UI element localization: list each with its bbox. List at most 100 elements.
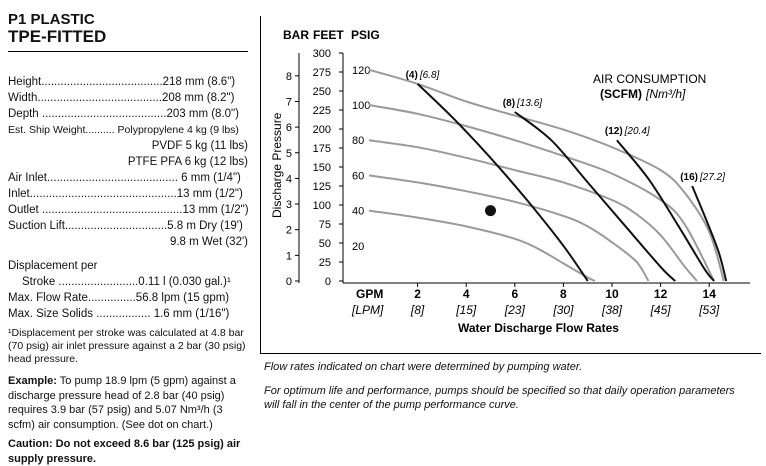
lpm-tick-label: [30] bbox=[552, 303, 574, 317]
gpm-tick-label: 14 bbox=[703, 287, 717, 301]
feet-tick-label: 0 bbox=[325, 276, 331, 288]
spec-width: Width...................................… bbox=[8, 92, 235, 104]
spec-footnote: ¹Displacement per stroke was calculated … bbox=[8, 327, 246, 365]
psig-tick-label: 120 bbox=[352, 65, 370, 77]
feet-tick-label: 275 bbox=[313, 67, 331, 79]
spec-suction-lift-wet: 9.8 m Wet (32') bbox=[169, 236, 248, 248]
caution-text: Caution: Do not exceed 8.6 bar (125 psig… bbox=[8, 438, 241, 465]
air-consumption-curve bbox=[616, 139, 715, 282]
spec-outlet: Outlet .................................… bbox=[8, 204, 249, 216]
gpm-label: GPM bbox=[356, 287, 383, 301]
example-label: Example: bbox=[8, 375, 57, 387]
air-consumption-scfm: (4) bbox=[406, 70, 418, 81]
air-consumption-curve bbox=[416, 83, 589, 282]
feet-tick-label: 75 bbox=[319, 219, 331, 231]
gpm-tick-label: 2 bbox=[414, 287, 421, 301]
example-body: To pump 18.9 lpm (5 gpm) against a disch… bbox=[8, 375, 236, 431]
spec-ship-weight-pvdf: PVDF 5 kg (11 lbs) bbox=[151, 140, 248, 152]
psig-tick-label: 40 bbox=[352, 206, 364, 218]
bar-tick-label: 4 bbox=[286, 173, 292, 185]
bar-tick-label: 2 bbox=[286, 225, 292, 237]
air-consumption-scfm: (8) bbox=[503, 98, 515, 109]
example-text: Example: To pump 18.9 lpm (5 gpm) agains… bbox=[8, 374, 248, 432]
bar-axis-header: BAR bbox=[283, 28, 309, 42]
air-consumption-scfm: (16) bbox=[680, 172, 698, 183]
gpm-tick-label: 10 bbox=[605, 287, 619, 301]
legend-units: (SCFM) [Nm³/h] bbox=[600, 87, 686, 101]
bar-tick-label: 5 bbox=[286, 148, 292, 160]
air-pressure-curve bbox=[368, 174, 650, 282]
spec-displacement: Displacement per bbox=[8, 260, 98, 272]
feet-tick-label: 125 bbox=[313, 181, 331, 193]
footnote-optimum: For optimum life and performance, pumps … bbox=[264, 385, 735, 411]
air-pressure-curve bbox=[368, 68, 725, 282]
feet-tick-label: 200 bbox=[313, 124, 331, 136]
spec-panel: P1 PLASTIC TPE-FITTED Height............… bbox=[8, 11, 249, 466]
bar-tick-label: 6 bbox=[286, 122, 292, 134]
feet-tick-label: 100 bbox=[313, 200, 331, 212]
spec-inlet: Inlet...................................… bbox=[8, 188, 243, 200]
lpm-tick-label: [38] bbox=[601, 303, 623, 317]
feet-tick-label: 225 bbox=[313, 105, 331, 117]
feet-tick-label: 50 bbox=[319, 238, 331, 250]
air-pressure-curve bbox=[368, 104, 715, 282]
lpm-tick-label: [53] bbox=[698, 303, 720, 317]
chart-frame bbox=[260, 16, 761, 354]
y-axis-label: Discharge Pressure bbox=[270, 112, 284, 218]
spec-suction-lift: Suction Lift............................… bbox=[8, 220, 243, 232]
spec-displacement-stroke: Stroke .........................0.11 l (… bbox=[22, 276, 231, 288]
feet-tick-label: 175 bbox=[313, 143, 331, 155]
gpm-tick-label: 4 bbox=[463, 287, 470, 301]
air-consumption-nm3h: [27.2] bbox=[699, 172, 725, 183]
feet-tick-label: 250 bbox=[313, 86, 331, 98]
lpm-tick-label: [8] bbox=[410, 303, 425, 317]
gpm-tick-label: 8 bbox=[560, 287, 567, 301]
spec-height: Height..................................… bbox=[8, 76, 236, 88]
bar-tick-label: 3 bbox=[286, 199, 292, 211]
feet-tick-label: 150 bbox=[313, 162, 331, 174]
lpm-tick-label: [15] bbox=[455, 303, 477, 317]
lpm-tick-label: [23] bbox=[504, 303, 526, 317]
spec-max-solids: Max. Size Solids ................. 1.6 m… bbox=[8, 308, 230, 320]
air-consumption-curve bbox=[691, 185, 728, 282]
air-consumption-nm3h: [6.8] bbox=[419, 70, 440, 81]
air-consumption-label: (8) [13.6] bbox=[503, 98, 542, 109]
lpm-label: [LPM] bbox=[351, 303, 384, 317]
air-consumption-nm3h: [20.4] bbox=[624, 126, 650, 137]
psig-tick-label: 100 bbox=[352, 100, 370, 112]
footnote-flow-rates: Flow rates indicated on chart were deter… bbox=[264, 361, 583, 373]
spec-depth: Depth ..................................… bbox=[8, 108, 239, 120]
product-title: P1 PLASTIC bbox=[8, 11, 95, 28]
psig-tick-label: 20 bbox=[352, 241, 364, 253]
spec-ship-weight: Est. Ship Weight.......... Polypropylene… bbox=[8, 124, 239, 136]
spec-ship-weight-ptfe: PTFE PFA 6 kg (12 lbs) bbox=[127, 156, 248, 168]
product-subtitle: TPE-FITTED bbox=[8, 28, 248, 52]
example-dot bbox=[485, 205, 496, 217]
air-consumption-label: (12) [20.4] bbox=[605, 126, 650, 137]
legend-units-nm3h: [Nm³/h] bbox=[645, 87, 686, 101]
air-consumption-nm3h: [13.6] bbox=[516, 98, 542, 109]
feet-tick-label: 25 bbox=[319, 257, 331, 269]
spec-air-inlet: Air Inlet...............................… bbox=[8, 172, 241, 184]
air-consumption-curve bbox=[514, 111, 676, 282]
psig-axis-header: PSIG bbox=[351, 28, 380, 42]
legend-units-scfm: (SCFM) bbox=[600, 87, 642, 101]
legend-title: AIR CONSUMPTION bbox=[593, 72, 706, 86]
feet-axis-header: FEET bbox=[313, 28, 344, 42]
bar-tick-label: 1 bbox=[286, 250, 292, 262]
air-consumption-scfm: (12) bbox=[605, 126, 623, 137]
x-axis-label: Water Discharge Flow Rates bbox=[458, 321, 619, 335]
feet-tick-label: 300 bbox=[313, 48, 331, 60]
psig-tick-label: 80 bbox=[352, 135, 364, 147]
bar-tick-label: 0 bbox=[286, 276, 292, 288]
bar-tick-label: 7 bbox=[286, 96, 292, 108]
spec-max-flow: Max. Flow Rate...............56.8 lpm (1… bbox=[8, 292, 230, 304]
air-pressure-curve bbox=[368, 139, 698, 282]
bar-tick-label: 8 bbox=[286, 71, 292, 83]
air-pressure-curve bbox=[368, 209, 596, 282]
air-consumption-label: (16) [27.2] bbox=[680, 172, 725, 183]
psig-tick-label: 60 bbox=[352, 170, 364, 182]
gpm-tick-label: 6 bbox=[511, 287, 518, 301]
lpm-tick-label: [45] bbox=[650, 303, 672, 317]
